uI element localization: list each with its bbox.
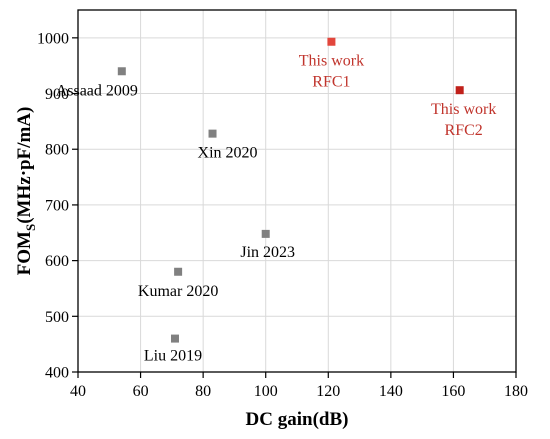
data-point xyxy=(208,129,217,138)
point-label: Kumar 2020 xyxy=(138,283,218,300)
grid-lines xyxy=(78,10,516,372)
y-tick-label: 500 xyxy=(45,309,69,326)
point-label: This work RFC2 xyxy=(431,101,496,139)
point-label: This work RFC1 xyxy=(299,53,364,91)
x-tick-label: 140 xyxy=(379,383,403,400)
point-label-line: Xin 2020 xyxy=(198,145,258,162)
point-label-line: This work xyxy=(299,53,364,70)
y-axis-title: FOMS(MHz·pF/mA) xyxy=(14,107,38,276)
y-tick-label: 900 xyxy=(45,86,69,103)
data-point xyxy=(170,334,179,343)
plot-frame xyxy=(77,9,517,373)
x-tick-label: 160 xyxy=(441,383,465,400)
y-tick-label: 1000 xyxy=(37,30,69,47)
y-tick-label: 700 xyxy=(45,197,69,214)
data-point xyxy=(174,267,183,276)
y-axis-title-rest: (MHz·pF/mA) xyxy=(14,107,35,224)
point-label: Liu 2019 xyxy=(144,348,202,365)
x-tick-label: 100 xyxy=(254,383,278,400)
y-tick-label: 400 xyxy=(45,365,69,382)
point-labels: Assaad 2009 Xin 2020 Jin 2023 Kumar 2020 Liu… xyxy=(56,53,497,365)
x-axis-ticks: 40 60 80 100 120 140 160 180 xyxy=(70,372,528,400)
y-axis-title-main: FOM xyxy=(14,231,35,275)
x-tick-label: 40 xyxy=(70,383,86,400)
point-label-line: RFC2 xyxy=(445,122,483,139)
data-point xyxy=(261,229,270,238)
point-label: Jin 2023 xyxy=(240,244,295,261)
point-label-line: Liu 2019 xyxy=(144,348,202,365)
point-label-line: Kumar 2020 xyxy=(138,283,218,300)
point-label-line: Jin 2023 xyxy=(240,244,295,261)
y-tick-label: 600 xyxy=(45,253,69,270)
y-tick-label: 800 xyxy=(45,142,69,159)
x-axis-title: DC gain(dB) xyxy=(246,409,349,430)
data-point xyxy=(117,67,126,76)
y-axis-title-sub: S xyxy=(23,224,38,231)
data-point xyxy=(455,86,464,95)
point-label-line: RFC1 xyxy=(312,74,350,91)
point-label-line: Assaad 2009 xyxy=(56,82,138,99)
x-tick-label: 180 xyxy=(504,383,528,400)
data-point xyxy=(327,37,336,46)
point-label: Assaad 2009 xyxy=(56,82,138,99)
point-label-line: This work xyxy=(431,101,496,118)
x-tick-label: 60 xyxy=(133,383,149,400)
x-tick-label: 80 xyxy=(195,383,211,400)
x-tick-label: 120 xyxy=(316,383,340,400)
point-label: Xin 2020 xyxy=(198,145,258,162)
y-axis-ticks: 400 500 600 700 800 900 1000 xyxy=(37,30,78,382)
data-points xyxy=(117,37,464,343)
